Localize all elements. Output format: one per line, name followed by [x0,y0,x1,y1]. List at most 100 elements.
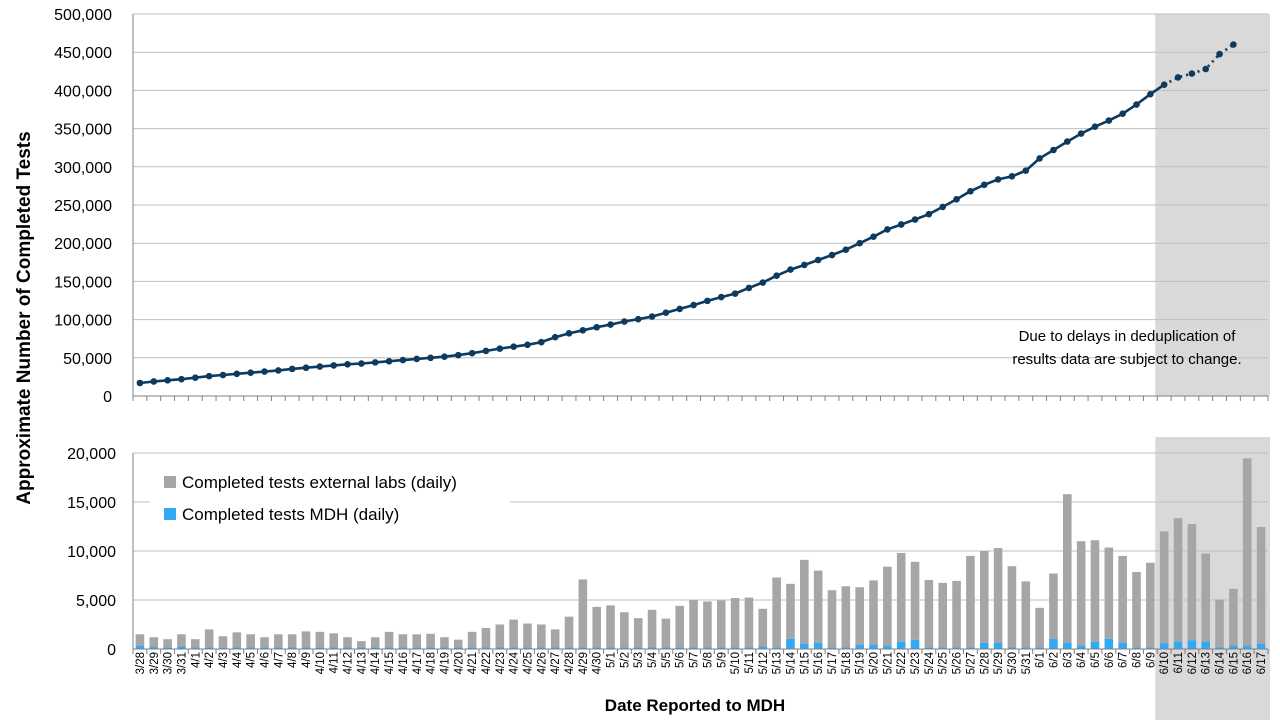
bar-external [426,633,435,648]
legend-swatch-mdh [164,508,176,520]
line-point [358,360,365,367]
line-point [164,377,171,384]
bar-mdh [357,647,366,649]
bar-mdh [1256,643,1266,649]
bar-external [1090,540,1100,642]
line-point [662,309,670,317]
line-point [980,181,988,189]
x-tick-label: 4/17 [412,652,424,674]
bar-external [537,624,546,648]
x-tick-label: 4/27 [550,652,562,674]
bar-mdh [495,647,505,649]
bar-mdh [675,647,685,649]
x-tick-label: 4/21 [467,652,479,674]
x-tick-label: 6/15 [1228,652,1240,674]
line-point [1091,123,1099,130]
bar-mdh [1215,647,1224,649]
line-point [1230,41,1237,48]
bar-mdh [1173,641,1183,649]
line-point [538,338,545,346]
x-tick-label: 4/18 [426,652,438,674]
x-tick-label: 3/31 [176,652,188,674]
bar-mdh [1187,640,1197,649]
bar-mdh [703,647,712,649]
bar-external [910,561,920,640]
bar-external [301,631,311,648]
x-tick-label: 6/9 [1145,652,1157,668]
bar-mdh [440,647,449,649]
bar-external [163,639,172,648]
line-point [344,360,351,368]
bar-mdh [135,645,145,649]
x-tick-label: 5/4 [647,651,659,668]
x-tick-label: 5/27 [965,652,977,674]
bar-mdh [606,647,615,649]
x-tick-label: 5/23 [910,652,922,674]
bar-external [841,586,851,648]
bar-mdh [966,647,975,649]
bar-mdh [813,642,823,649]
bar-mdh [1201,641,1211,649]
bar-external [1076,541,1086,646]
bar-external [564,616,574,648]
x-tick-label: 4/12 [343,652,355,674]
x-tick-label: 5/3 [633,652,645,668]
line-point [302,364,310,372]
line-point [911,216,919,223]
line-point [787,266,794,273]
x-tick-label: 3/30 [163,652,175,674]
bar-external [1007,566,1017,648]
bar-external [1063,494,1072,643]
y-tick-label: 400,000 [54,83,112,100]
x-tick-label: 5/2 [619,652,631,668]
line-point [773,272,780,279]
bar-external [786,583,795,639]
line-point [607,321,614,328]
line-point [385,357,393,365]
y-tick-label: 15,000 [67,495,116,512]
bar-external [703,601,712,648]
x-axis-title: Date Reported to MDH [605,696,785,715]
x-tick-label: 6/11 [1173,652,1185,674]
bar-mdh [924,647,934,649]
x-tick-label: 5/8 [702,652,714,668]
line-point [233,370,241,378]
bar-external [190,639,200,648]
x-tick-label: 5/9 [716,652,728,668]
x-tick-label: 4/23 [495,652,507,674]
bar-external [993,548,1003,643]
bar-external [855,587,864,645]
bar-mdh [827,647,837,649]
cumulative-line-series [136,41,1237,387]
bar-external [647,609,657,648]
x-tick-label: 6/10 [1159,652,1171,674]
bar-mdh [910,639,920,649]
x-tick-label: 4/6 [260,652,272,668]
data-note-line-2: results data are subject to change. [1012,351,1241,368]
y-tick-label: 0 [107,642,116,659]
bar-external [689,600,698,648]
x-tick-label: 4/22 [481,652,493,674]
bar-mdh [370,647,380,649]
bar-external [979,551,989,643]
bar-external [495,624,505,648]
x-tick-label: 6/1 [1035,652,1047,668]
x-tick-label: 5/24 [924,651,936,674]
line-point [330,362,338,369]
line-point [1160,81,1168,88]
legend-swatch-external [164,476,176,488]
bar-mdh [952,647,961,649]
bar-external [357,641,366,648]
y-tick-label: 500,000 [54,7,112,24]
x-tick-label: 5/15 [799,652,811,674]
bar-mdh [453,647,463,649]
y-tick-label: 100,000 [54,313,112,330]
x-tick-label: 6/8 [1132,652,1144,668]
line-point [939,203,947,211]
bar-external [523,623,532,648]
line-point [441,353,448,360]
bar-external [938,582,948,648]
bar-external [287,634,297,648]
legend-label-mdh: Completed tests MDH (daily) [182,505,399,524]
